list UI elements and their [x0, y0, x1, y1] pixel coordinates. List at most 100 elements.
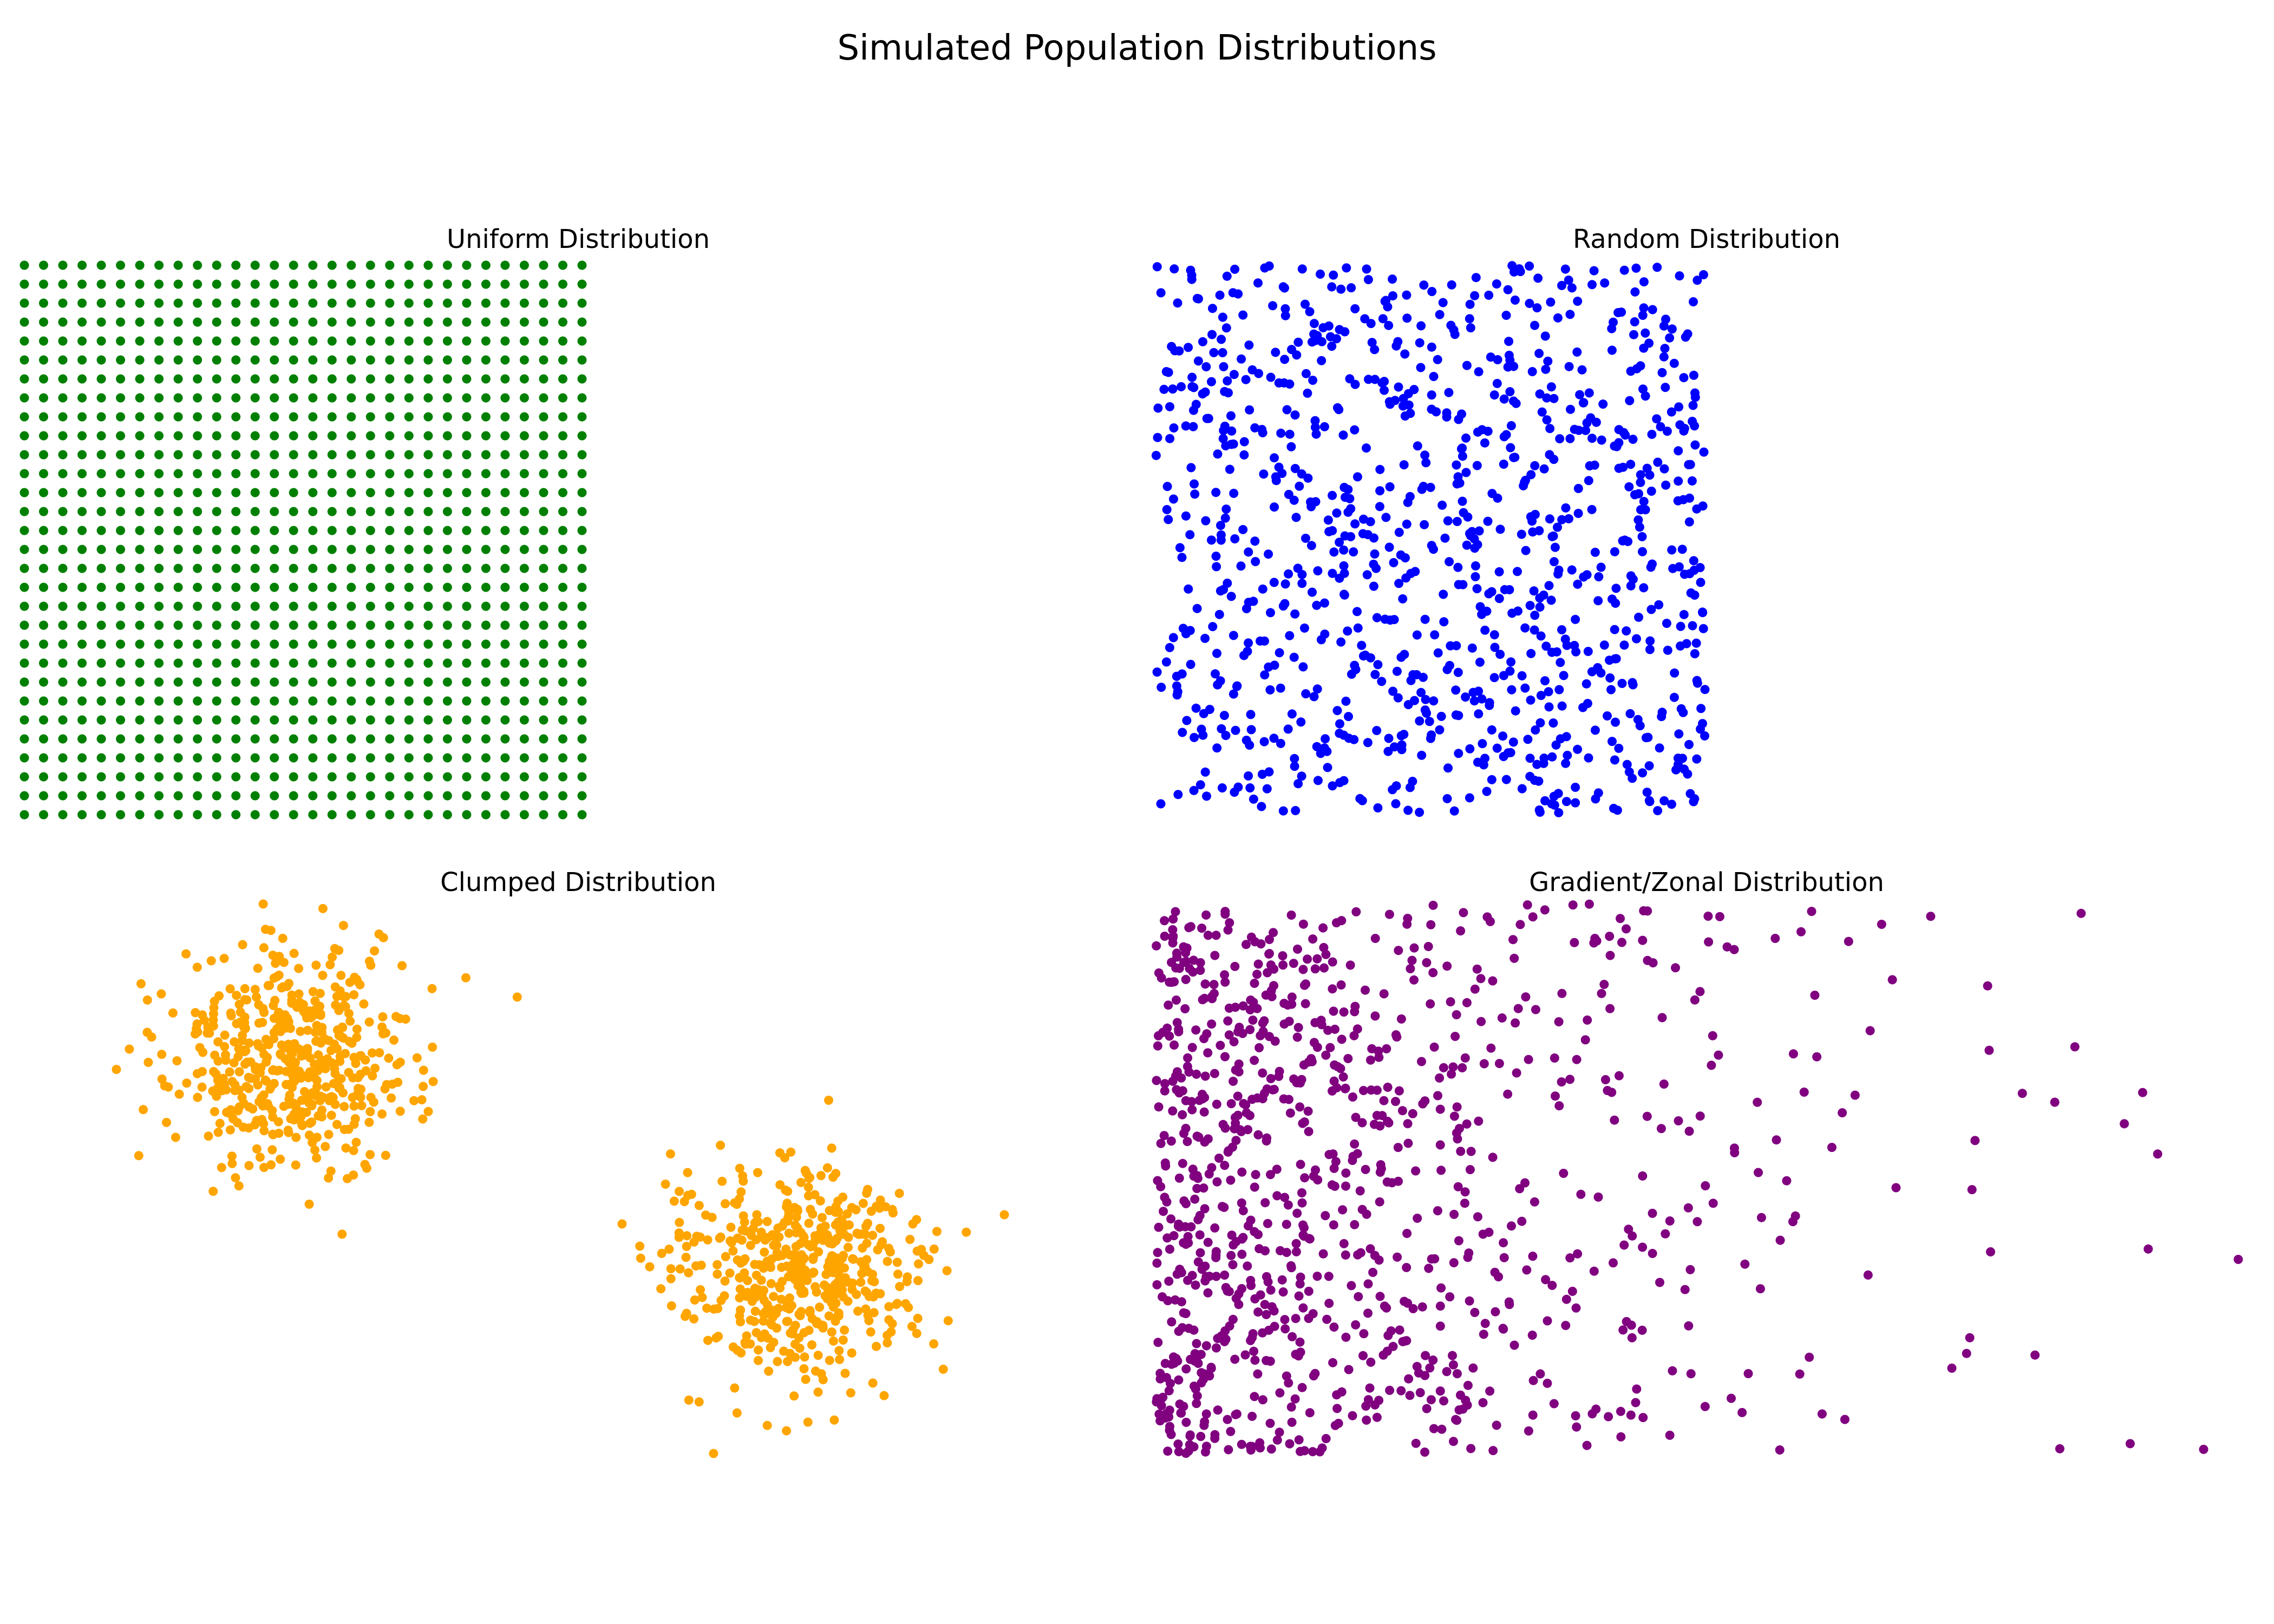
data-point: [404, 564, 414, 573]
data-point: [339, 1000, 349, 1010]
data-point: [1311, 429, 1321, 439]
data-point: [500, 582, 510, 592]
data-point: [287, 990, 297, 1000]
data-point: [1369, 533, 1378, 543]
data-point: [558, 564, 567, 573]
data-point: [1686, 588, 1696, 598]
data-point: [1381, 513, 1391, 522]
data-point: [1448, 1062, 1458, 1072]
data-point: [1169, 494, 1178, 504]
data-point: [1226, 1426, 1236, 1436]
data-point: [1189, 955, 1198, 965]
data-point: [1580, 1035, 1590, 1045]
data-point: [1363, 1395, 1373, 1405]
data-point: [1303, 1106, 1313, 1116]
data-point: [1475, 602, 1485, 612]
data-point: [1561, 797, 1571, 807]
data-point: [1186, 922, 1195, 932]
data-point: [577, 677, 587, 687]
data-point: [866, 1207, 876, 1216]
data-point: [1334, 405, 1344, 415]
data-point: [39, 298, 48, 308]
data-point: [1259, 469, 1269, 479]
data-point: [1406, 964, 1415, 973]
data-point: [289, 658, 298, 668]
data-point: [1213, 1405, 1223, 1415]
data-point: [1515, 267, 1525, 277]
data-point: [1352, 472, 1362, 482]
data-point: [19, 260, 29, 270]
data-point: [777, 1221, 787, 1231]
data-point: [154, 469, 164, 479]
data-point: [481, 317, 491, 327]
data-point: [58, 393, 68, 403]
data-point: [1524, 1426, 1533, 1436]
data-point: [1684, 517, 1694, 527]
data-point: [1181, 421, 1191, 431]
data-point: [1264, 549, 1273, 559]
data-point: [135, 355, 145, 365]
data-point: [1211, 1272, 1221, 1281]
data-point: [1795, 1369, 1805, 1379]
data-point: [1160, 1079, 1169, 1089]
data-point: [1193, 1352, 1203, 1361]
data-point: [1195, 780, 1205, 790]
data-point: [1357, 1118, 1367, 1128]
data-point: [212, 526, 221, 535]
data-point: [1421, 1351, 1430, 1360]
data-point: [740, 1254, 750, 1264]
data-point: [500, 753, 510, 763]
data-point: [192, 1024, 201, 1033]
data-point: [1228, 1260, 1238, 1269]
data-point: [500, 374, 510, 384]
data-point: [1610, 654, 1620, 664]
data-point: [1296, 1272, 1305, 1282]
data-point: [1391, 1097, 1400, 1106]
data-point: [1523, 735, 1533, 744]
data-point: [299, 1087, 309, 1096]
data-point: [1271, 472, 1280, 482]
data-point: [173, 734, 183, 744]
data-point: [819, 1280, 829, 1290]
data-point: [357, 1101, 367, 1110]
data-point: [231, 620, 241, 630]
data-point: [1317, 337, 1327, 346]
data-point: [327, 677, 337, 687]
data-point: [404, 412, 414, 422]
data-point: [1405, 1391, 1415, 1400]
data-point: [1648, 1208, 1657, 1218]
data-point: [404, 393, 414, 403]
data-point: [1218, 348, 1227, 357]
data-point: [1276, 428, 1286, 438]
data-point: [913, 1276, 923, 1286]
data-point: [558, 488, 567, 497]
data-point: [336, 971, 346, 980]
data-point: [1328, 1086, 1337, 1096]
data-point: [77, 450, 87, 460]
data-point: [1207, 1163, 1217, 1173]
data-point: [1639, 583, 1649, 593]
data-point: [539, 431, 548, 441]
data-point: [1285, 1439, 1295, 1449]
data-point: [746, 1241, 755, 1250]
data-point: [442, 715, 452, 725]
data-point: [558, 279, 567, 289]
data-point: [404, 658, 414, 668]
data-point: [1294, 1291, 1304, 1301]
data-point: [1265, 935, 1274, 944]
data-point: [1775, 1235, 1785, 1245]
data-point: [1200, 1204, 1210, 1214]
data-point: [1363, 275, 1373, 284]
data-point: [412, 1053, 422, 1063]
data-point: [827, 1327, 837, 1337]
data-point: [774, 1304, 783, 1313]
data-point: [270, 601, 279, 611]
data-point: [58, 696, 68, 706]
data-point: [1566, 404, 1575, 414]
data-point: [250, 696, 260, 706]
data-point: [1295, 1337, 1305, 1347]
data-point: [2153, 1149, 2162, 1159]
data-point: [1275, 648, 1284, 658]
data-point: [331, 1000, 341, 1010]
data-point: [813, 1351, 823, 1360]
